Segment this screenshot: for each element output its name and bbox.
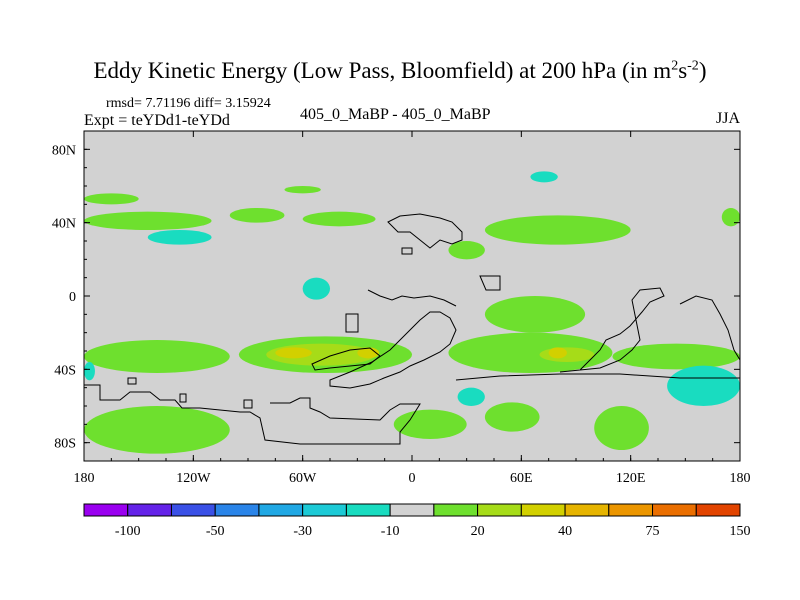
anomaly-region-positive-green <box>84 406 230 454</box>
colorbar-box <box>389 503 435 517</box>
anomaly-region-positive-green <box>393 409 467 440</box>
x-tick-label: 120E <box>616 471 646 486</box>
colorbar-box <box>83 503 129 517</box>
anomaly-region-positive-green <box>84 211 212 230</box>
anomaly-region-positive-green <box>84 193 139 205</box>
anomaly-region-positive-green <box>594 406 649 450</box>
x-tick-label: 60W <box>289 471 317 486</box>
anomaly-region-positive-green <box>448 241 485 260</box>
colorbar-box <box>302 503 347 517</box>
colorbar-box <box>214 503 260 517</box>
y-tick-label: 80S <box>54 437 76 452</box>
x-tick-label: 60E <box>510 471 533 486</box>
y-tick-label: 80N <box>52 143 76 158</box>
colorbar-label: -30 <box>293 524 312 539</box>
colorbar-label: 150 <box>730 524 751 539</box>
anomaly-region-negative-teal <box>302 277 331 300</box>
y-tick-label: 40N <box>52 217 76 232</box>
anomaly-region-positive-yellow <box>548 347 567 359</box>
anomaly-region-positive-green <box>448 332 613 374</box>
anomaly-region-negative-teal <box>147 230 212 245</box>
colorbar-box <box>477 503 522 517</box>
y-tick-label: 0 <box>69 290 76 305</box>
colorbar-box <box>652 503 697 517</box>
colorbar-box <box>170 503 216 517</box>
colorbar-box <box>345 503 391 517</box>
colorbar-box <box>127 503 172 517</box>
colorbar-box <box>520 503 566 517</box>
colorbar-label: 75 <box>646 524 660 539</box>
colorbar-label: -100 <box>115 524 141 539</box>
x-tick-label: 120W <box>176 471 211 486</box>
colorbar-label: 40 <box>558 524 572 539</box>
anomaly-region-positive-yellow <box>357 347 380 359</box>
anomaly-region-positive-light-green <box>539 347 595 362</box>
x-tick-label: 180 <box>730 471 751 486</box>
anomaly-region-positive-yellow <box>275 347 312 359</box>
colorbar-box <box>608 503 654 517</box>
center-label: 405_0_MaBP - 405_0_MaBP <box>300 106 491 123</box>
colorbar-box <box>258 503 304 517</box>
rmsd-label: rmsd= 7.71196 diff= 3.15924 <box>106 96 271 111</box>
experiment-label: Expt = teYDd1-teYDd <box>84 112 230 129</box>
season-label: JJA <box>716 110 741 127</box>
anomaly-region-positive-green <box>229 208 285 223</box>
anomaly-region-positive-green <box>484 296 586 333</box>
anomaly-region-negative-teal <box>84 362 95 381</box>
anomaly-region-positive-green <box>721 208 740 227</box>
colorbar-label: 20 <box>471 524 485 539</box>
colorbar-label: -50 <box>206 524 225 539</box>
x-tick-label: 0 <box>409 471 416 486</box>
anomaly-region-positive-green <box>302 211 376 227</box>
colorbar-box <box>564 503 610 517</box>
chart-title: Eddy Kinetic Energy (Low Pass, Bloomfiel… <box>93 58 707 83</box>
anomaly-region-positive-green <box>484 215 631 245</box>
anomaly-region-negative-teal <box>457 387 485 407</box>
colorbar-box <box>433 503 479 517</box>
anomaly-region-positive-green <box>284 186 321 194</box>
anomaly-region-positive-green <box>612 343 740 370</box>
anomaly-region-negative-teal <box>530 171 558 183</box>
x-tick-label: 180 <box>74 471 95 486</box>
anomaly-region-negative-teal <box>667 365 740 407</box>
plot-background <box>84 131 740 461</box>
anomaly-region-positive-green <box>84 340 230 373</box>
y-tick-label: 40S <box>54 363 76 378</box>
anomaly-region-positive-green <box>484 402 540 432</box>
colorbar-label: -10 <box>381 524 400 539</box>
colorbar-box <box>695 503 741 517</box>
coastline-outline <box>84 213 741 445</box>
